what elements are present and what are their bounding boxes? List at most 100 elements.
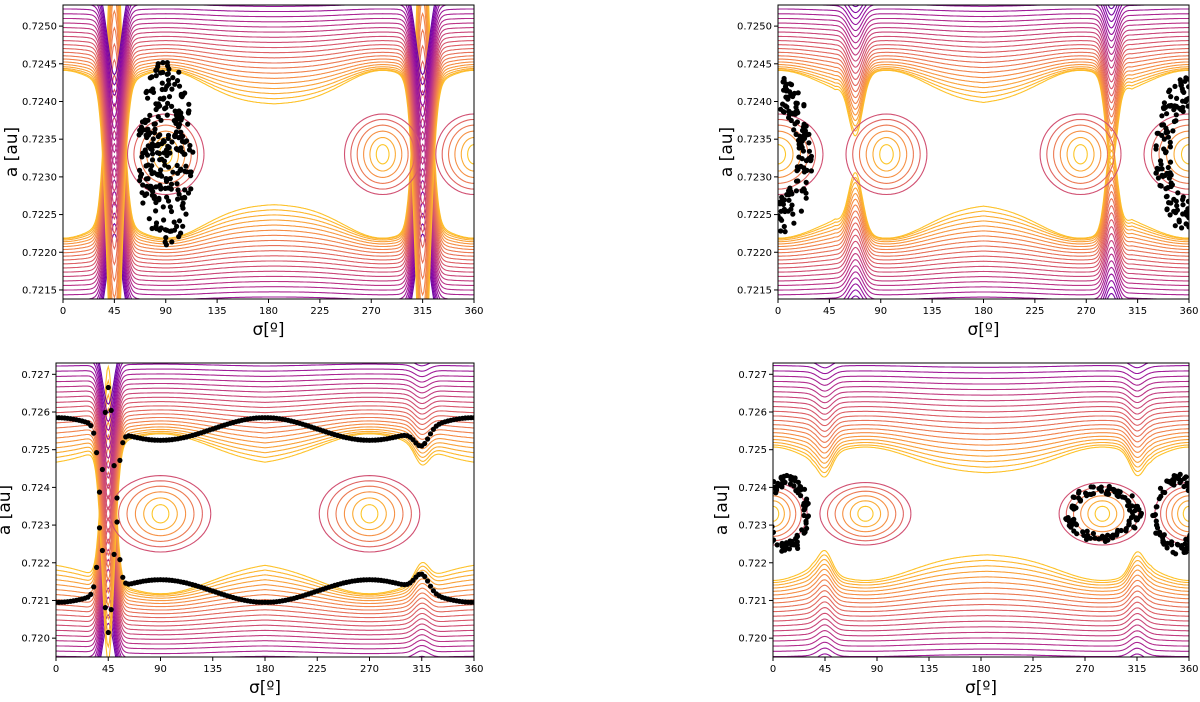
x-tick-label: 45: [108, 306, 121, 317]
particle-point: [186, 101, 192, 107]
particle-point: [773, 537, 777, 543]
y-tick-label: 0.721: [21, 596, 50, 607]
particle-point: [427, 431, 434, 437]
particle-point: [1159, 166, 1165, 172]
particle-points: [778, 75, 1189, 235]
particle-point: [774, 542, 780, 548]
particle-point: [166, 66, 172, 72]
contour-closed-line: [134, 491, 187, 537]
contour-lines: [773, 344, 1189, 657]
contour-open-line: [773, 419, 1189, 438]
particle-point: [175, 187, 181, 193]
particle-point: [168, 208, 175, 215]
contour-closed-line: [845, 113, 928, 196]
particle-point: [183, 163, 189, 169]
contour-closed-line: [375, 144, 390, 165]
particle-point: [781, 75, 787, 82]
particle-point: [1153, 170, 1159, 176]
particle-point: [1153, 530, 1159, 536]
particle-point: [1160, 489, 1166, 495]
contour-open-line: [56, 446, 474, 608]
contour-closed-line: [369, 136, 396, 172]
x-tick-label: 135: [923, 306, 942, 317]
particle-point: [163, 178, 170, 184]
particle-point: [1172, 83, 1178, 89]
particle-point: [1092, 535, 1098, 541]
contour-open-line: [56, 516, 474, 631]
particle-point: [174, 147, 180, 153]
contour-open-line: [56, 420, 474, 582]
particle-point: [1192, 488, 1197, 493]
x-tick-label: 45: [102, 664, 115, 675]
contour-closed-line: [1177, 500, 1189, 528]
particle-point: [1167, 139, 1173, 145]
y-tick-label: 0.7225: [737, 210, 772, 221]
contour-open-line: [56, 527, 474, 636]
particle-point: [808, 158, 814, 164]
contour-open-line: [56, 405, 474, 534]
particle-point: [1191, 491, 1196, 496]
contour-open-line: [778, 176, 1189, 248]
contour-open-line: [773, 647, 1189, 657]
contour-open-line: [63, 40, 474, 221]
particle-point: [781, 197, 788, 203]
particle-point: [1126, 499, 1132, 505]
particle-point: [174, 181, 180, 187]
contour-closed-line: [360, 504, 379, 524]
contour-closed-line: [467, 144, 474, 165]
x-tick-label: 135: [203, 664, 222, 675]
particle-point: [171, 227, 178, 233]
contour-open-line: [778, 8, 1189, 42]
contour-closed-line: [1158, 124, 1189, 184]
contour-closed-line: [857, 505, 874, 522]
contour-open-line: [773, 595, 1189, 613]
particle-point: [108, 407, 114, 413]
particle-point: [155, 61, 161, 67]
contour-closed-line: [1087, 500, 1118, 528]
particle-point: [1161, 532, 1167, 538]
contour-open-line: [56, 368, 474, 450]
contour-closed-line: [109, 475, 212, 553]
x-tick-label: 270: [1075, 664, 1094, 675]
particle-point: [1190, 529, 1195, 534]
particle-point: [1122, 495, 1128, 501]
contour-closed-line: [1180, 144, 1189, 165]
contour-open-line: [773, 607, 1189, 622]
particle-point: [146, 216, 152, 222]
contour-open-line: [773, 349, 1189, 356]
particle-point: [164, 60, 170, 66]
x-tick-label: 360: [464, 664, 483, 675]
contour-open-line: [778, 197, 1189, 257]
particle-point: [790, 93, 796, 100]
particle-point: [164, 71, 170, 77]
particle-point: [153, 208, 159, 214]
particle-point: [1081, 532, 1087, 539]
particle-point: [1110, 535, 1116, 541]
particle-point: [792, 111, 799, 117]
contour-open-line: [63, 35, 474, 207]
contour-closed-line: [773, 490, 797, 537]
contour-open-line: [773, 344, 1189, 350]
contour-open-line: [63, 73, 474, 265]
contour-open-line: [773, 401, 1189, 415]
particle-point: [164, 112, 170, 118]
particle-point: [1133, 515, 1139, 521]
contour-open-line: [773, 630, 1189, 642]
particle-point: [779, 482, 785, 489]
particle-point: [1178, 107, 1184, 113]
contour-closed-line: [858, 124, 914, 184]
particle-point: [1163, 125, 1169, 131]
contour-open-line: [63, 51, 474, 266]
contour-open-line: [778, 156, 1189, 241]
particle-point: [150, 86, 156, 92]
contour-closed-line: [343, 491, 396, 537]
contour-open-line: [778, 55, 1189, 118]
particle-point: [156, 227, 163, 233]
contour-open-line: [778, 64, 1189, 139]
particle-point: [1165, 164, 1171, 171]
particle-point: [805, 500, 811, 507]
particle-point: [153, 67, 159, 73]
particle-point: [1195, 525, 1200, 530]
particle-point: [148, 146, 154, 152]
contour-closed-line: [778, 144, 787, 165]
